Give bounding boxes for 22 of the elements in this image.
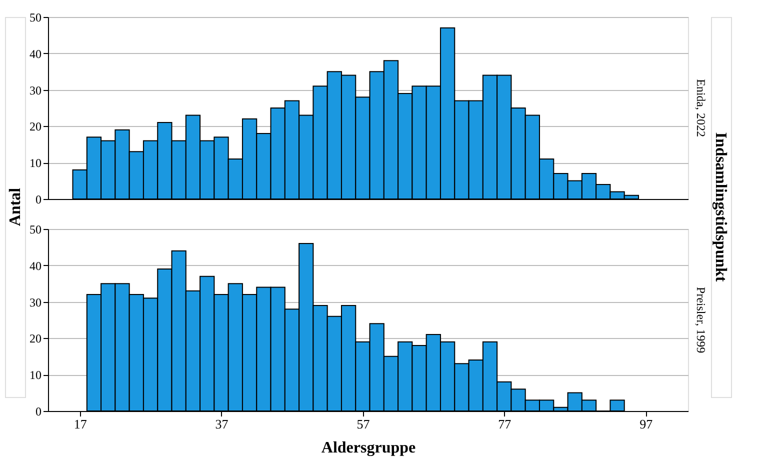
text: Enida, 2022	[694, 79, 708, 137]
y2-axis-title: Indsamlingstidspunkt	[712, 132, 729, 282]
text: Preisler, 1999	[694, 286, 708, 354]
y-tick-label: 30	[30, 83, 42, 98]
y-tick-label: 20	[30, 120, 42, 134]
y-tick-label: 40	[30, 46, 42, 61]
x-tick-label: 57	[356, 416, 370, 432]
y-axis-title: Antal	[7, 187, 24, 226]
y-tick-label: 30	[30, 295, 42, 310]
y-tick-label: 10	[30, 156, 42, 170]
x-tick-label: 77	[498, 416, 512, 432]
y-tick-label: 0	[36, 192, 42, 206]
x-tick-label: 17	[74, 416, 88, 432]
x-axis-title: Aldersgruppe	[321, 440, 416, 456]
x-tick-label: 97	[640, 416, 654, 432]
y-tick-label: 20	[30, 332, 42, 346]
y-tick-label: 10	[30, 368, 42, 382]
y-tick-label: 0	[36, 404, 42, 418]
y-tick-label: 50	[30, 10, 42, 24]
y-tick-label: 50	[30, 222, 42, 236]
x-tick-label: 37	[215, 416, 229, 432]
y-tick-label: 40	[30, 258, 42, 273]
